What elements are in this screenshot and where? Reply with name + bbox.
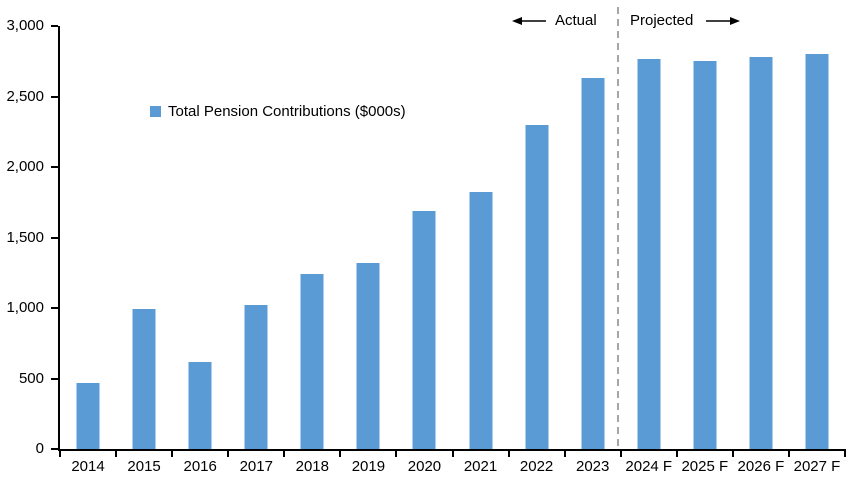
y-axis-tick-label: 1,500 xyxy=(6,228,44,246)
bar-2018 xyxy=(300,274,324,449)
bar-2023 xyxy=(581,78,605,449)
x-axis-tick xyxy=(59,449,61,457)
x-axis-tick-label: 2027 F xyxy=(793,458,841,475)
x-axis-tick-label: 2014 xyxy=(71,458,105,475)
x-axis-tick xyxy=(675,449,678,457)
legend-square-icon xyxy=(150,106,161,117)
x-axis-tick xyxy=(115,449,118,457)
bar-2021 xyxy=(469,192,493,449)
x-axis-tick xyxy=(283,449,286,457)
y-axis-tick xyxy=(51,307,58,310)
y-axis-tick xyxy=(51,236,58,239)
x-axis-tick-label: 2017 xyxy=(239,458,273,475)
x-axis-tick xyxy=(171,449,174,457)
x-axis-tick xyxy=(227,449,230,457)
x-axis-tick xyxy=(619,449,622,457)
bar-2022 xyxy=(525,124,549,449)
x-axis-tick xyxy=(451,449,454,457)
bar-2014 xyxy=(76,382,100,449)
bar-2020 xyxy=(412,210,436,449)
legend-label: Total Pension Contributions ($000s) xyxy=(168,103,406,120)
x-axis-tick-label: 2026 F xyxy=(737,458,785,475)
bar-2026-f xyxy=(749,57,773,449)
x-axis-tick-label: 2018 xyxy=(295,458,329,475)
bar-2016 xyxy=(188,362,212,449)
x-axis-tick-label: 2024 F xyxy=(625,458,673,475)
x-axis-tick-label: 2020 xyxy=(407,458,442,475)
x-axis-tick-label: 2023 xyxy=(575,458,610,475)
x-axis-tick xyxy=(339,449,342,457)
x-axis-tick-label: 2025 F xyxy=(681,458,729,475)
y-axis-tick-label: 500 xyxy=(18,369,44,387)
x-axis-tick xyxy=(563,449,566,457)
y-axis-tick-label: 2,000 xyxy=(6,158,44,175)
actual-label: Actual xyxy=(555,12,597,29)
x-axis-tick xyxy=(731,449,734,457)
y-axis-tick-label: 1,000 xyxy=(6,299,44,316)
arrow-left-icon xyxy=(512,17,546,25)
plot-area xyxy=(51,25,846,457)
x-axis-tick-label: 2022 xyxy=(519,458,554,475)
y-axis-tick xyxy=(51,95,58,98)
x-axis-tick xyxy=(507,449,510,457)
y-axis-tick xyxy=(51,448,58,450)
x-axis-tick-label: 2015 xyxy=(127,458,161,475)
bar-2027-f xyxy=(805,54,829,449)
y-axis-tick xyxy=(51,377,58,380)
legend: Total Pension Contributions ($000s) xyxy=(150,103,406,120)
bar-2017 xyxy=(244,305,268,449)
x-axis-tick-label: 2019 xyxy=(351,458,386,475)
y-axis-tick-label: 2,500 xyxy=(6,87,44,105)
x-axis-tick-label: 2016 xyxy=(183,458,217,475)
y-axis-tick xyxy=(51,166,58,169)
arrow-right-icon xyxy=(706,17,740,25)
bar-2019 xyxy=(356,262,380,449)
actual-projected-divider xyxy=(617,7,619,449)
y-axis-tick xyxy=(51,25,58,27)
x-axis-tick xyxy=(844,449,846,457)
bar-2015 xyxy=(132,309,156,449)
x-axis-tick xyxy=(787,449,790,457)
x-axis-tick xyxy=(395,449,398,457)
x-axis-tick-label: 2021 xyxy=(463,458,498,475)
bar-2025-f xyxy=(693,61,717,449)
bar-2024-f xyxy=(637,59,661,449)
y-axis-tick-label: 3,000 xyxy=(6,17,44,34)
y-axis-tick-label: 0 xyxy=(35,440,44,457)
projected-label: Projected xyxy=(630,12,694,29)
